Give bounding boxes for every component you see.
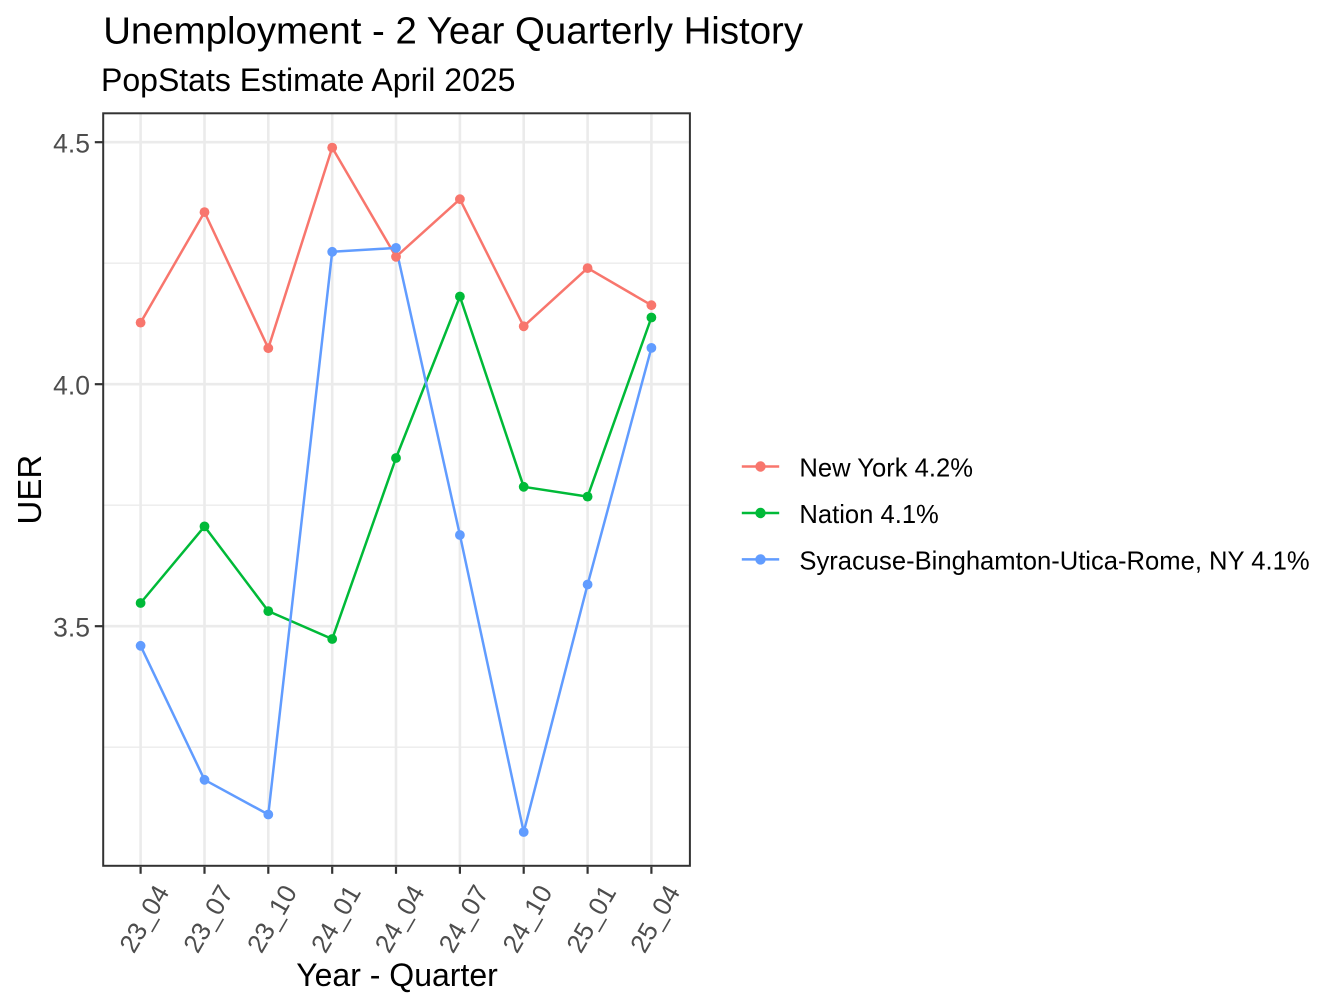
svg-text:Nation 4.1%: Nation 4.1% xyxy=(799,501,938,529)
svg-text:UER: UER xyxy=(11,455,48,525)
svg-text:4.5: 4.5 xyxy=(53,128,90,158)
svg-text:PopStats Estimate April 2025: PopStats Estimate April 2025 xyxy=(101,62,515,98)
svg-text:Year - Quarter: Year - Quarter xyxy=(296,957,498,993)
svg-text:Unemployment - 2 Year Quarterl: Unemployment - 2 Year Quarterly History xyxy=(103,10,804,53)
svg-text:New York 4.2%: New York 4.2% xyxy=(799,455,973,483)
svg-text:4.0: 4.0 xyxy=(53,370,90,400)
svg-text:Syracuse-Binghamton-Utica-Rome: Syracuse-Binghamton-Utica-Rome, NY 4.1% xyxy=(799,547,1309,575)
svg-text:3.5: 3.5 xyxy=(53,612,90,642)
